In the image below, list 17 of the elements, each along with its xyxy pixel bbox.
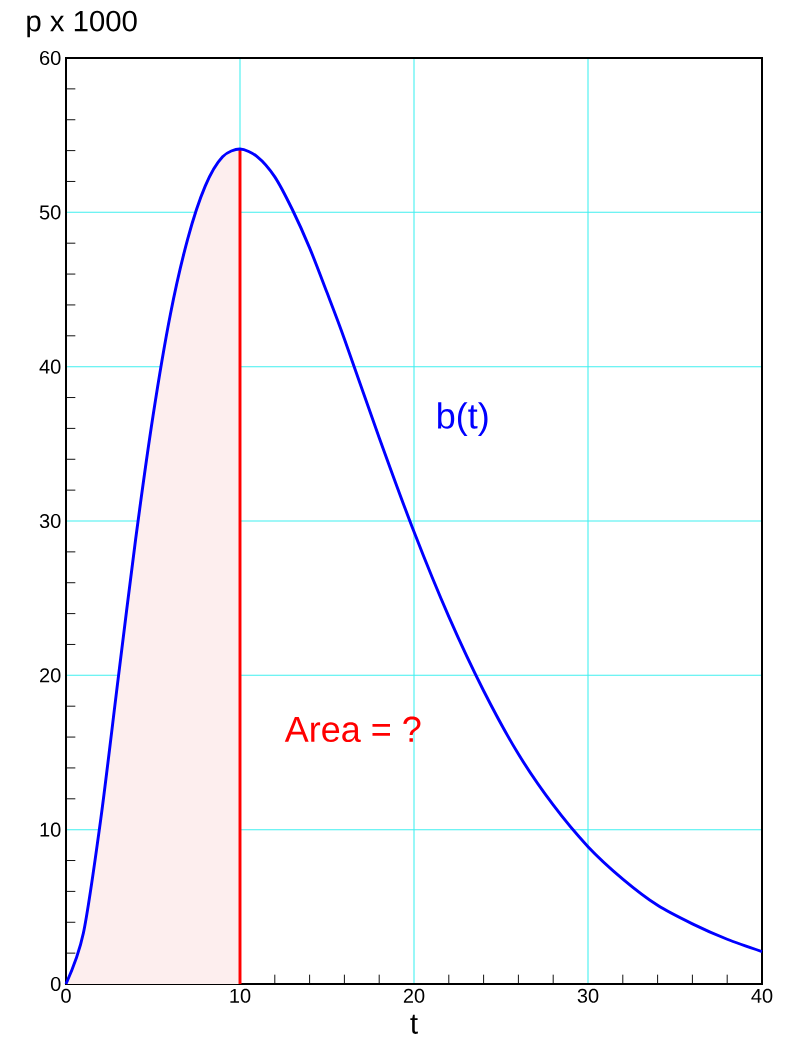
y-axis-title: p x 1000 — [27, 10, 137, 38]
y-tick-label: 60 — [40, 50, 61, 66]
annotation: Area = ? — [284, 716, 421, 743]
x-tick-label: 40 — [751, 988, 773, 1003]
y-tick-label: 0 — [50, 976, 61, 992]
y-tick-label: 30 — [39, 513, 61, 529]
y-tick-label: 40 — [39, 359, 61, 374]
x-tick-label: 20 — [403, 988, 425, 1003]
series-label: b(t) — [438, 402, 488, 436]
line-series — [64, 147, 764, 986]
x-tick-label: 10 — [230, 988, 251, 1003]
x-tick-label: 30 — [577, 988, 599, 1003]
y-tick-label: 50 — [39, 205, 61, 220]
x-tick-label: 0 — [61, 988, 71, 1003]
x-axis-title: t — [410, 1014, 418, 1034]
y-tick-label: 20 — [40, 668, 61, 683]
y-tick-label: 10 — [40, 822, 61, 837]
